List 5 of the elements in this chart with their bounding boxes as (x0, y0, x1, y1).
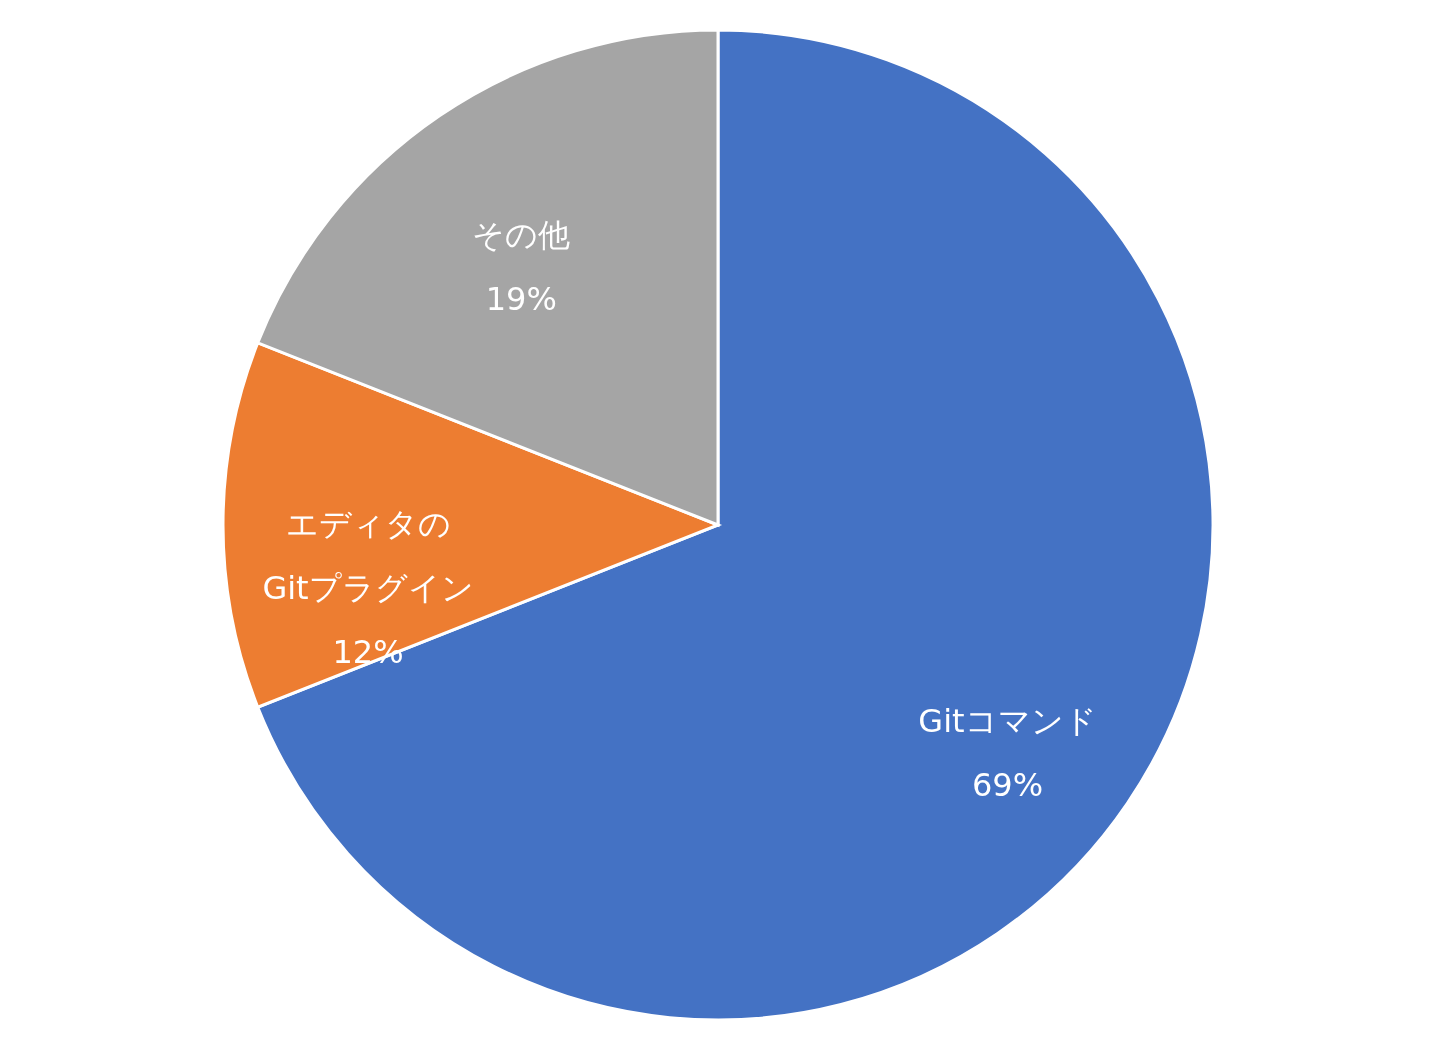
slice-label: Gitコマンド (918, 701, 1097, 740)
data-label: 69% (971, 765, 1044, 804)
slice-label: その他 (472, 215, 571, 254)
data-label: 19% (485, 279, 557, 318)
slice-label: エディタの Gitプラグイン (262, 505, 474, 607)
